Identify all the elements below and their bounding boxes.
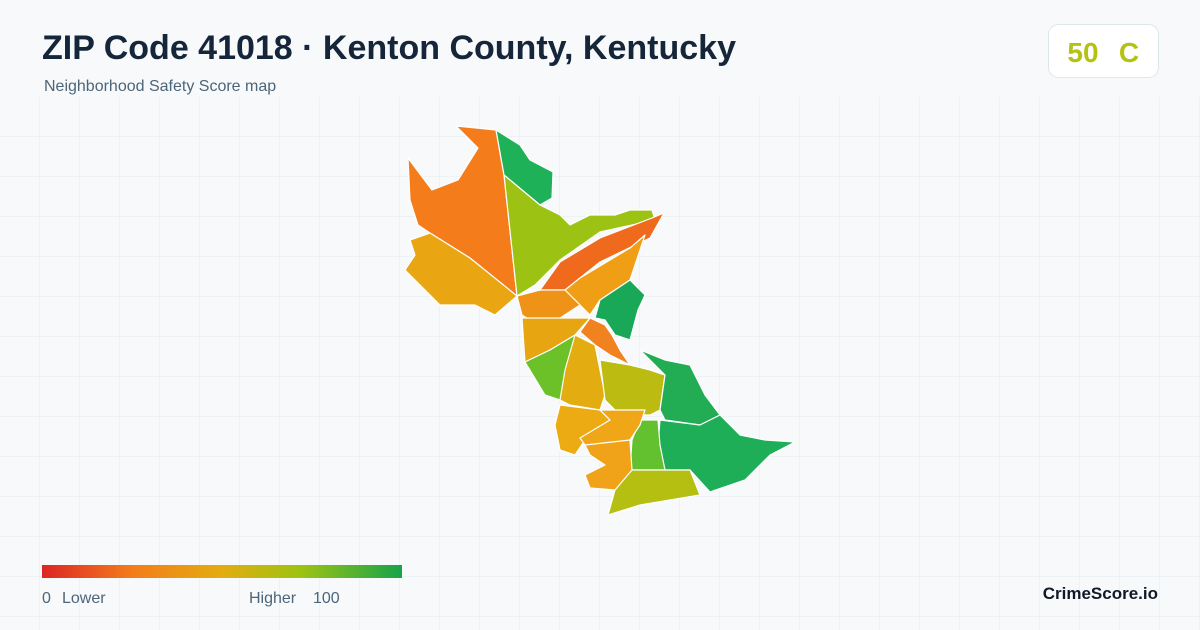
title: ZIP Code 41018 · Kenton County, Kentucky	[42, 29, 736, 67]
zip-map	[404, 125, 796, 516]
score-value: 50	[1067, 37, 1098, 68]
region	[516, 289, 581, 321]
brand: CrimeScore.io	[1043, 584, 1158, 603]
legend-max-label: Higher	[249, 590, 297, 607]
region	[404, 232, 518, 316]
region	[584, 439, 633, 491]
legend-max: 100	[313, 590, 340, 607]
legend-min-label: Lower	[62, 590, 106, 607]
score-grade: C	[1119, 37, 1139, 68]
legend-bar	[42, 565, 402, 578]
region	[503, 174, 656, 297]
legend-min: 0	[42, 590, 51, 607]
subtitle: Neighborhood Safety Score map	[44, 78, 276, 95]
score-badge	[1048, 24, 1159, 78]
region	[594, 279, 646, 341]
region	[607, 469, 701, 516]
